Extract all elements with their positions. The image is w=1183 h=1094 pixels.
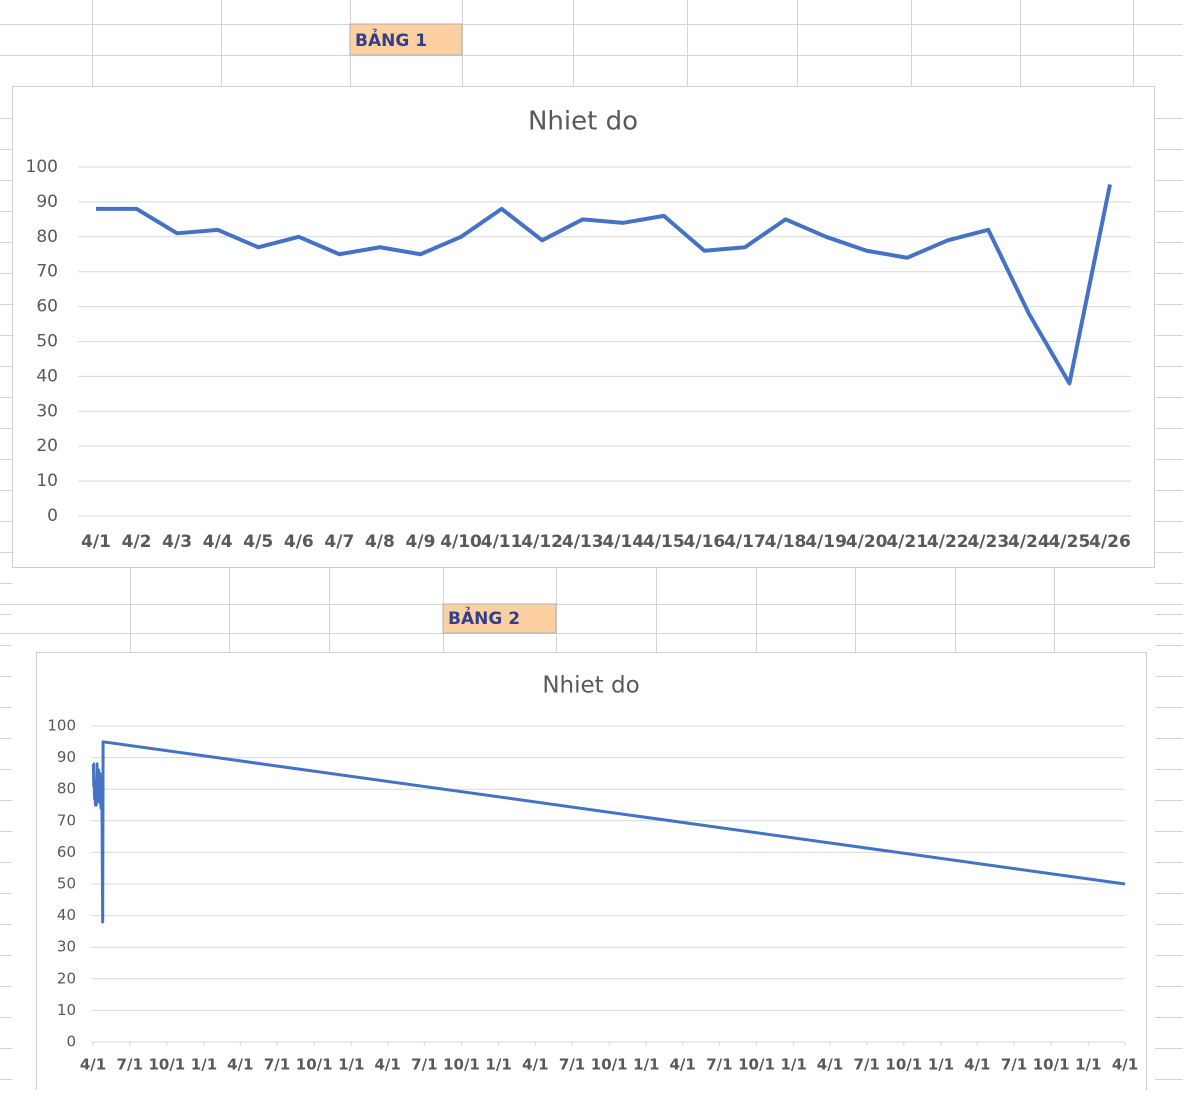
x-tick-label: 4/1 bbox=[81, 532, 111, 552]
y-tick-label: 40 bbox=[36, 366, 58, 386]
y-tick-label: 60 bbox=[36, 297, 58, 317]
x-tick-label: 4/3 bbox=[162, 532, 192, 552]
x-tick-label: 1/1 bbox=[780, 1056, 806, 1074]
x-tick-label: 4/4 bbox=[203, 532, 233, 552]
x-tick-label: 1/1 bbox=[338, 1056, 364, 1074]
chart-title: Nhiet do bbox=[542, 673, 639, 699]
x-tick-label: 4/1 bbox=[227, 1056, 253, 1074]
x-tick-label: 4/21 bbox=[886, 532, 928, 552]
x-tick-label: 1/1 bbox=[928, 1056, 954, 1074]
x-tick-label: 4/2 bbox=[122, 532, 152, 552]
x-tick-label: 4/11 bbox=[481, 532, 523, 552]
data-line bbox=[96, 184, 1112, 386]
y-tick-label: 10 bbox=[36, 471, 58, 491]
x-tick-label: 1/1 bbox=[633, 1056, 659, 1074]
cell-highlight bbox=[442, 603, 557, 634]
x-tick-label: 1/1 bbox=[485, 1056, 511, 1074]
x-tick-label: 4/26 bbox=[1089, 532, 1131, 552]
x-tick-label: 10/1 bbox=[591, 1056, 628, 1074]
x-tick-label: 4/6 bbox=[284, 532, 314, 552]
y-tick-label: 10 bbox=[57, 1001, 76, 1019]
x-tick-label: 10/1 bbox=[885, 1056, 922, 1074]
y-tick-label: 50 bbox=[57, 875, 76, 893]
chart-area bbox=[36, 652, 1147, 1094]
x-tick-label: 4/15 bbox=[643, 532, 685, 552]
x-tick-label: 4/18 bbox=[765, 532, 807, 552]
x-tick-label: 4/7 bbox=[324, 532, 354, 552]
y-tick-label: 100 bbox=[26, 157, 58, 177]
x-tick-label: 7/1 bbox=[854, 1056, 880, 1074]
x-tick-label: 7/1 bbox=[1001, 1056, 1027, 1074]
y-tick-label: 90 bbox=[36, 192, 58, 212]
x-tick-label: 4/20 bbox=[846, 532, 888, 552]
x-tick-label: 4/1 bbox=[80, 1056, 106, 1074]
x-tick-label: 10/1 bbox=[148, 1056, 185, 1074]
x-tick-label: 4/10 bbox=[440, 532, 482, 552]
x-tick-label: 1/1 bbox=[1075, 1056, 1101, 1074]
x-tick-label: 4/9 bbox=[406, 532, 436, 552]
x-tick-label: 10/1 bbox=[1033, 1056, 1070, 1074]
x-tick-label: 4/13 bbox=[562, 532, 604, 552]
y-tick-label: 40 bbox=[57, 906, 76, 924]
y-tick-label: 70 bbox=[36, 262, 58, 282]
x-tick-label: 4/1 bbox=[374, 1056, 400, 1074]
y-tick-label: 70 bbox=[57, 811, 76, 829]
x-tick-label: 4/16 bbox=[684, 532, 726, 552]
x-tick-label: 4/1 bbox=[522, 1056, 548, 1074]
y-tick-label: 20 bbox=[36, 436, 58, 456]
x-tick-label: 7/1 bbox=[264, 1056, 290, 1074]
x-tick-label: 10/1 bbox=[296, 1056, 333, 1074]
x-tick-label: 1/1 bbox=[191, 1056, 217, 1074]
data-line bbox=[91, 740, 1126, 924]
y-tick-label: 100 bbox=[47, 717, 76, 735]
x-tick-label: 4/22 bbox=[927, 532, 969, 552]
x-tick-label: 4/17 bbox=[724, 532, 766, 552]
x-tick-label: 4/14 bbox=[602, 532, 644, 552]
x-tick-label: 4/1 bbox=[964, 1056, 990, 1074]
y-tick-label: 80 bbox=[57, 780, 76, 798]
x-tick-label: 4/5 bbox=[243, 532, 273, 552]
chart-title: Nhiet do bbox=[528, 107, 638, 137]
cell-label: BẢNG 2 bbox=[448, 606, 520, 629]
x-tick-label: 4/23 bbox=[967, 532, 1009, 552]
cell-label: BẢNG 1 bbox=[355, 28, 427, 51]
x-tick-label: 10/1 bbox=[443, 1056, 480, 1074]
x-tick-label: 4/1 bbox=[1112, 1056, 1138, 1074]
x-tick-label: 4/24 bbox=[1008, 532, 1050, 552]
y-tick-label: 50 bbox=[36, 332, 58, 352]
chart-area bbox=[12, 86, 1155, 568]
x-tick-label: 4/8 bbox=[365, 532, 395, 552]
x-tick-label: 7/1 bbox=[559, 1056, 585, 1074]
y-tick-label: 0 bbox=[47, 506, 58, 526]
x-tick-label: 4/19 bbox=[805, 532, 847, 552]
x-tick-label: 7/1 bbox=[706, 1056, 732, 1074]
x-tick-label: 4/12 bbox=[521, 532, 563, 552]
x-tick-label: 10/1 bbox=[738, 1056, 775, 1074]
y-tick-label: 60 bbox=[57, 843, 76, 861]
y-tick-label: 30 bbox=[57, 938, 76, 956]
x-tick-label: 4/25 bbox=[1049, 532, 1091, 552]
y-tick-label: 80 bbox=[36, 227, 58, 247]
y-tick-label: 0 bbox=[66, 1033, 76, 1051]
y-tick-label: 30 bbox=[36, 401, 58, 421]
x-tick-label: 7/1 bbox=[411, 1056, 437, 1074]
x-tick-label: 7/1 bbox=[117, 1056, 143, 1074]
x-tick-label: 4/1 bbox=[817, 1056, 843, 1074]
x-tick-label: 4/1 bbox=[669, 1056, 695, 1074]
y-tick-label: 20 bbox=[57, 969, 76, 987]
y-tick-label: 90 bbox=[57, 748, 76, 766]
cell-highlight bbox=[349, 23, 463, 56]
